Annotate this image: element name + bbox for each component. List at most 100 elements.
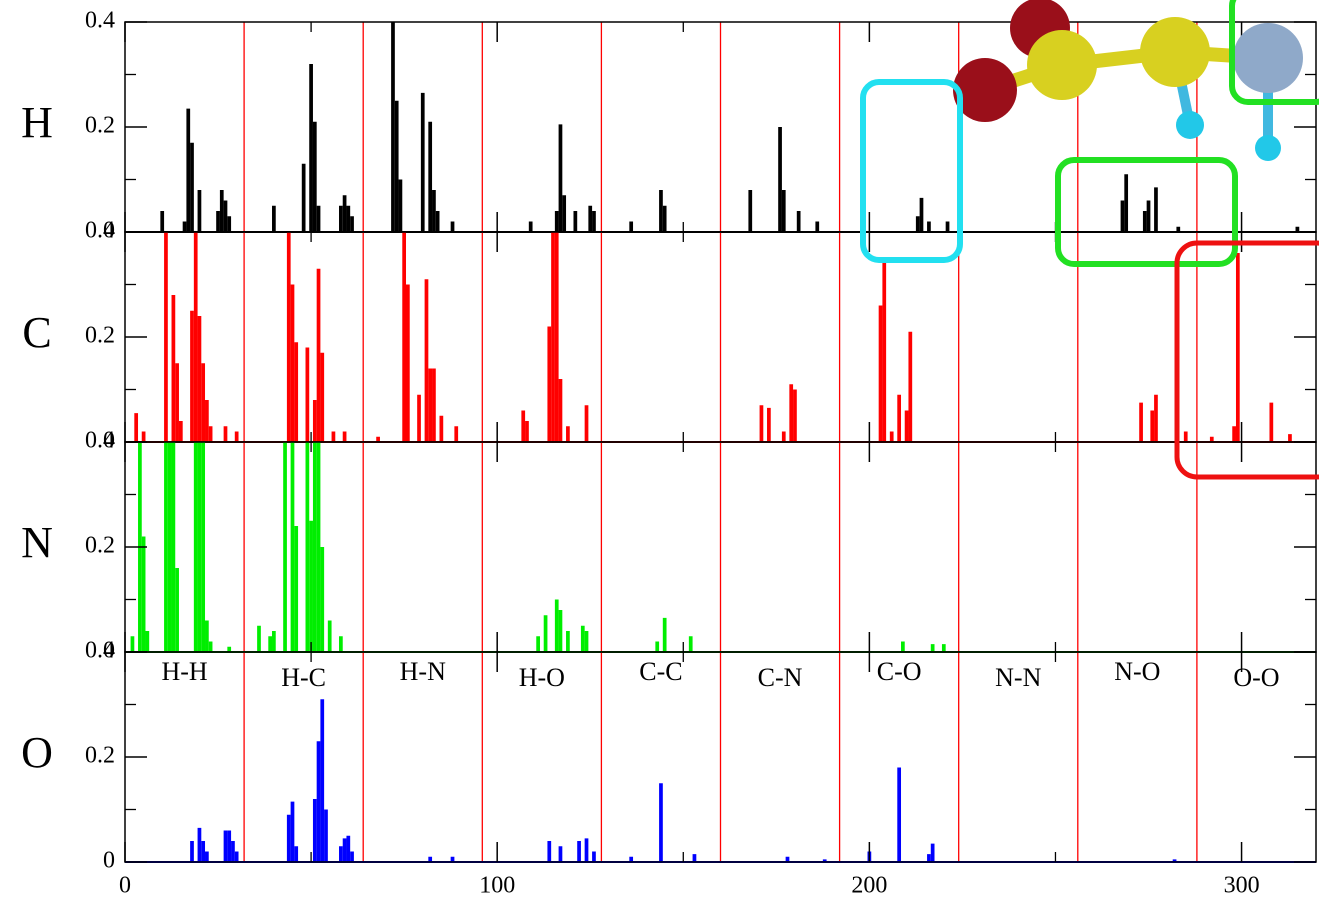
bar bbox=[908, 332, 912, 442]
bar bbox=[1236, 253, 1240, 442]
y-tick-label: 0.4 bbox=[85, 218, 115, 244]
bar bbox=[320, 547, 324, 652]
segment-label: N-N bbox=[995, 663, 1041, 692]
bar bbox=[547, 841, 551, 862]
bar bbox=[172, 442, 176, 652]
bar bbox=[439, 416, 443, 442]
bar bbox=[406, 285, 410, 443]
bar bbox=[931, 844, 935, 862]
bar bbox=[789, 384, 793, 442]
bar bbox=[291, 285, 295, 443]
segment-label: H-C bbox=[281, 663, 326, 692]
bar bbox=[395, 101, 399, 232]
bar bbox=[328, 621, 332, 653]
bar bbox=[320, 353, 324, 442]
bar bbox=[209, 426, 213, 442]
atom bbox=[1255, 135, 1281, 161]
bar bbox=[227, 216, 231, 232]
bar bbox=[663, 206, 667, 232]
bar bbox=[283, 442, 287, 652]
bar bbox=[655, 642, 659, 653]
bar bbox=[797, 211, 801, 232]
bar bbox=[309, 521, 313, 652]
bar bbox=[432, 190, 436, 232]
y-tick-label: 0.4 bbox=[85, 8, 115, 34]
bar bbox=[294, 846, 298, 862]
bar bbox=[559, 379, 563, 442]
bar bbox=[566, 426, 570, 442]
bar bbox=[536, 636, 540, 652]
bar bbox=[224, 201, 228, 233]
bar bbox=[309, 64, 313, 232]
bar bbox=[897, 395, 901, 442]
bar bbox=[1139, 403, 1143, 442]
bar bbox=[294, 526, 298, 652]
bar bbox=[693, 854, 697, 862]
y-axis-label: C bbox=[22, 308, 51, 357]
bar bbox=[235, 432, 239, 443]
bar bbox=[760, 405, 764, 442]
atom bbox=[1176, 111, 1204, 139]
bar bbox=[555, 600, 559, 653]
bar bbox=[521, 411, 525, 443]
bar bbox=[573, 211, 577, 232]
bar bbox=[927, 854, 931, 862]
bar bbox=[272, 631, 276, 652]
bar bbox=[1143, 211, 1147, 232]
bar bbox=[142, 432, 146, 443]
segment-label: C-C bbox=[639, 657, 682, 686]
bar bbox=[525, 421, 529, 442]
bar bbox=[257, 626, 261, 652]
bar bbox=[689, 636, 693, 652]
bar bbox=[748, 190, 752, 232]
bar bbox=[1232, 426, 1236, 442]
bar bbox=[1150, 411, 1154, 443]
bar bbox=[778, 127, 782, 232]
bar bbox=[350, 216, 354, 232]
bar bbox=[905, 411, 909, 443]
bar bbox=[131, 636, 135, 652]
bar bbox=[339, 206, 343, 232]
bar bbox=[190, 143, 194, 232]
bar bbox=[432, 369, 436, 443]
bar bbox=[1124, 174, 1128, 232]
bar bbox=[294, 342, 298, 442]
segment-label: H-O bbox=[519, 663, 565, 692]
bar bbox=[890, 432, 894, 443]
bar bbox=[585, 405, 589, 442]
bar bbox=[224, 426, 228, 442]
bar bbox=[659, 783, 663, 862]
bar bbox=[350, 852, 354, 863]
bar bbox=[306, 442, 310, 652]
bar bbox=[160, 211, 164, 232]
bar bbox=[555, 232, 559, 442]
atom bbox=[1233, 23, 1303, 93]
bar bbox=[927, 222, 931, 233]
bar bbox=[1288, 434, 1292, 442]
bar bbox=[454, 426, 458, 442]
atom bbox=[1027, 30, 1097, 100]
segment-label: H-N bbox=[400, 657, 446, 686]
bar bbox=[425, 279, 429, 442]
bar bbox=[559, 846, 563, 862]
bar bbox=[339, 636, 343, 652]
bar bbox=[1184, 432, 1188, 443]
bar bbox=[1147, 201, 1151, 233]
bar bbox=[324, 810, 328, 863]
bar bbox=[313, 400, 317, 442]
bar bbox=[313, 122, 317, 232]
bar bbox=[224, 831, 228, 863]
bar bbox=[428, 122, 432, 232]
bar bbox=[1154, 395, 1158, 442]
bar bbox=[172, 295, 176, 442]
bar bbox=[942, 644, 946, 652]
bar bbox=[317, 741, 321, 862]
bar bbox=[585, 838, 589, 862]
bar bbox=[566, 631, 570, 652]
bar bbox=[183, 222, 187, 233]
segment-label: C-O bbox=[877, 657, 922, 686]
bar bbox=[198, 828, 202, 862]
bar bbox=[235, 852, 239, 863]
bar bbox=[198, 442, 202, 652]
atom bbox=[1140, 17, 1210, 87]
